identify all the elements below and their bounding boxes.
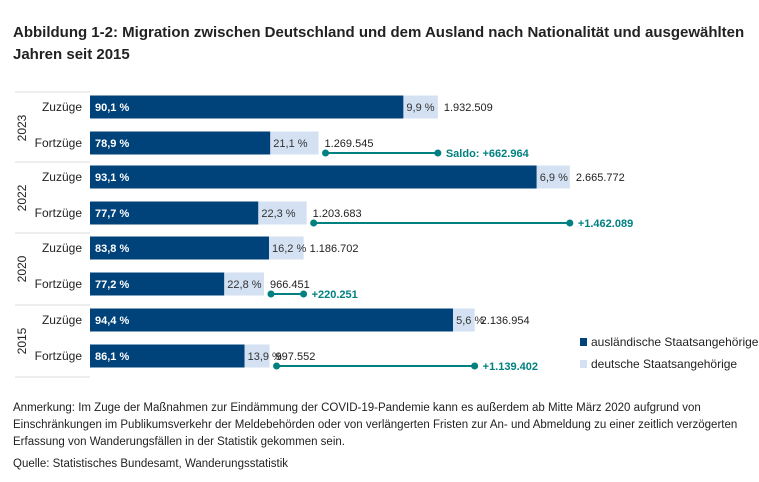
- row-label: Fortzüge: [35, 277, 83, 291]
- legend-swatch: [580, 360, 587, 368]
- german-pct-label: 22,3 %: [261, 208, 295, 220]
- total-label: 1.186.702: [310, 243, 359, 255]
- german-pct-label: 9,9 %: [406, 102, 434, 114]
- figure-title: Abbildung 1-2: Migration zwischen Deutsc…: [13, 24, 745, 63]
- legend-swatch: [580, 338, 587, 346]
- saldo-end-dot: [471, 362, 479, 370]
- foreign-pct-label: 78,9 %: [95, 138, 129, 150]
- row-label: Fortzüge: [35, 136, 83, 150]
- bar-foreign: [90, 308, 454, 332]
- footnote: Anmerkung: Im Zuge der Maßnahmen zur Ein…: [13, 402, 738, 448]
- total-label: 997.552: [276, 351, 316, 363]
- foreign-pct-label: 83,8 %: [95, 243, 129, 255]
- german-pct-label: 16,2 %: [272, 243, 306, 255]
- saldo-start-dot: [273, 362, 281, 370]
- saldo-label: +1.139.402: [483, 361, 538, 373]
- bar-foreign: [90, 272, 225, 296]
- year-label: 2015: [15, 327, 29, 354]
- row-label: Zuzüge: [42, 100, 82, 114]
- foreign-pct-label: 94,4 %: [95, 315, 129, 327]
- foreign-pct-label: 77,7 %: [95, 208, 129, 220]
- bar-foreign: [90, 344, 245, 368]
- bar-foreign: [90, 131, 271, 155]
- saldo-label: Saldo: +662.964: [446, 148, 530, 160]
- german-pct-label: 21,1 %: [273, 138, 307, 150]
- foreign-pct-label: 90,1 %: [95, 102, 129, 114]
- total-label: 2.665.772: [576, 172, 625, 184]
- saldo-start-dot: [310, 219, 318, 227]
- saldo-label: +220.251: [312, 289, 358, 301]
- bar-foreign: [90, 201, 259, 225]
- bar-german: [224, 272, 264, 296]
- row-label: Fortzüge: [35, 349, 83, 363]
- foreign-pct-label: 93,1 %: [95, 172, 129, 184]
- legend-label: ausländische Staatsangehörige: [591, 335, 759, 349]
- foreign-pct-label: 86,1 %: [95, 351, 129, 363]
- bar-german: [258, 201, 307, 225]
- saldo-end-dot: [434, 149, 442, 157]
- year-label: 2022: [15, 184, 29, 211]
- saldo-end-dot: [566, 219, 574, 227]
- total-label: 1.932.509: [444, 102, 493, 114]
- german-pct-label: 6,9 %: [540, 172, 568, 184]
- german-pct-label: 13,9 %: [248, 351, 282, 363]
- bar-german: [244, 344, 270, 368]
- german-pct-label: 5,6 %: [456, 315, 484, 327]
- bar-foreign: [90, 95, 404, 119]
- saldo-label: +1.462.089: [578, 218, 633, 230]
- year-label: 2023: [15, 114, 29, 141]
- saldo-start-dot: [267, 290, 275, 298]
- row-label: Zuzüge: [42, 313, 82, 327]
- legend-label: deutsche Staatsangehörige: [591, 357, 737, 371]
- bar-german: [270, 131, 319, 155]
- total-label: 1.203.683: [313, 208, 362, 220]
- row-label: Zuzüge: [42, 170, 82, 184]
- total-label: 966.451: [270, 279, 310, 291]
- row-label: Fortzüge: [35, 206, 83, 220]
- saldo-start-dot: [322, 149, 330, 157]
- total-label: 1.269.545: [325, 138, 374, 150]
- row-label: Zuzüge: [42, 241, 82, 255]
- year-label: 2020: [15, 255, 29, 282]
- foreign-pct-label: 77,2 %: [95, 279, 129, 291]
- bar-german: [403, 95, 438, 119]
- bar-foreign: [90, 165, 537, 189]
- bar-foreign: [90, 236, 270, 260]
- total-label: 2.136.954: [481, 315, 530, 327]
- bar-chart: 2023 Zuzüge 90,1 % 9,9 % 1.932.509 Fortzüge 78…: [15, 91, 759, 378]
- saldo-end-dot: [300, 290, 308, 298]
- german-pct-label: 22,8 %: [227, 279, 261, 291]
- bar-german: [536, 165, 570, 189]
- source-note: Quelle: Statistisches Bundesamt, Wanderu…: [13, 458, 289, 470]
- bar-german: [453, 308, 475, 332]
- bar-german: [269, 236, 304, 260]
